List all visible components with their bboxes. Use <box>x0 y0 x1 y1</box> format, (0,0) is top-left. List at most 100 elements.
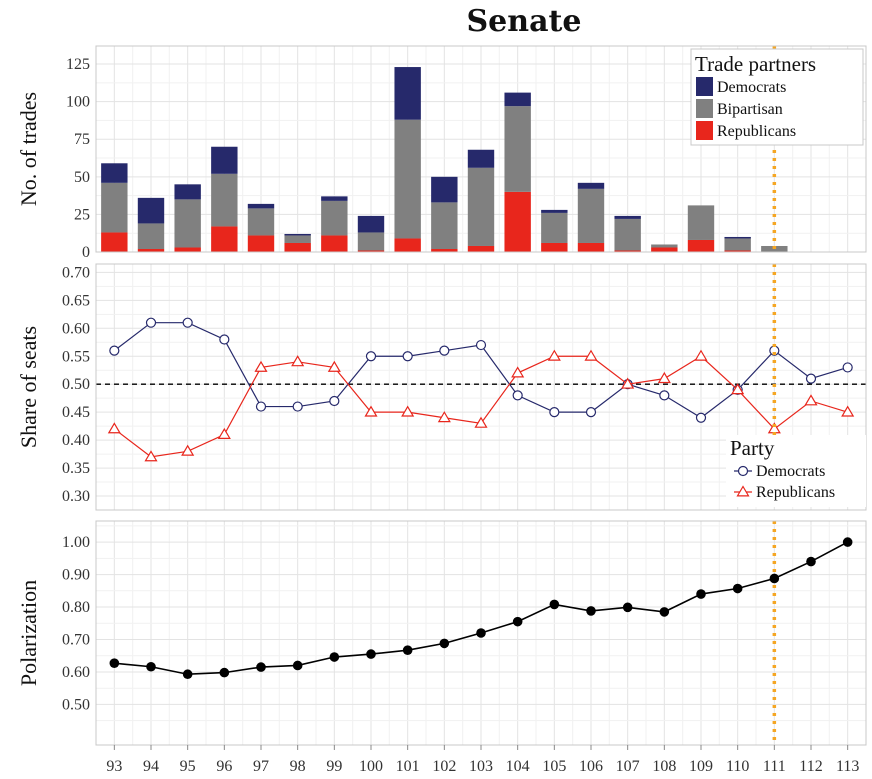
bar-democrats <box>211 146 238 174</box>
legend-label: Democrats <box>717 79 786 96</box>
point-republicans <box>511 366 525 378</box>
bar-bipartisan <box>321 200 348 236</box>
bar-republicans <box>687 239 715 252</box>
legend-box <box>690 48 864 146</box>
x-tick-label: 93 <box>106 758 122 775</box>
point-democrats <box>219 334 230 345</box>
x-tick-label: 102 <box>432 758 456 775</box>
y-tick-label: 0.70 <box>62 264 90 281</box>
polarization-point <box>182 669 193 680</box>
bar-bipartisan <box>357 232 385 251</box>
point-republicans <box>474 416 488 428</box>
bar-democrats <box>577 182 605 189</box>
x-tick-label: 110 <box>726 758 749 775</box>
x-tick-label: 101 <box>396 758 420 775</box>
polarization-point <box>586 606 596 616</box>
x-tick-label: 103 <box>469 758 493 775</box>
bar-republicans <box>431 248 458 252</box>
polarization-point <box>329 652 340 662</box>
bar-democrats <box>467 149 495 168</box>
chart-title: Senate <box>467 4 582 39</box>
legend-label: Bipartisan <box>717 101 783 118</box>
point-republicans <box>547 349 561 361</box>
point-republicans <box>107 422 121 434</box>
bar-republicans <box>211 226 238 252</box>
polarization-point <box>549 599 560 610</box>
bar-republicans <box>614 250 641 252</box>
bar-democrats <box>247 203 275 209</box>
trades-panel: 0 25 50 75 100 125 No. of trades Trade partners… <box>16 45 867 261</box>
seat-share-panel: 0.30 0.35 0.40 0.45 0.50 0.55 0.60 0.65 0.70 Shar… <box>16 263 867 511</box>
y-tick-label: 75 <box>74 131 90 148</box>
bar-democrats <box>321 196 348 201</box>
polarization-point <box>806 556 816 567</box>
point-democrats <box>365 351 377 362</box>
bar-bipartisan <box>431 202 458 249</box>
bar-republicans <box>541 242 568 252</box>
y-tick-label: 25 <box>74 206 90 223</box>
x-tick-label: 112 <box>799 758 822 775</box>
y-axis-title: Share of seats <box>16 326 41 448</box>
legend-marker <box>737 465 749 477</box>
point-democrats <box>402 351 413 362</box>
bar-bipartisan <box>211 173 238 227</box>
legend-swatch <box>696 77 713 96</box>
x-tick-label: 109 <box>689 758 713 775</box>
y-tick-label: 0.80 <box>62 599 90 616</box>
bar-bipartisan <box>101 182 128 233</box>
point-republicans <box>181 444 195 456</box>
point-republicans <box>437 411 451 423</box>
bar-democrats <box>101 163 128 183</box>
bar-bipartisan <box>724 238 751 251</box>
point-republicans <box>657 371 671 384</box>
y-tick-label: 0.60 <box>62 320 90 337</box>
polarization-point <box>769 573 780 584</box>
bar-bipartisan <box>651 244 678 248</box>
polarization-point <box>292 660 303 671</box>
point-democrats <box>439 345 450 356</box>
polarization-point <box>659 607 670 617</box>
bar-democrats <box>614 215 641 219</box>
x-tick-label: 111 <box>763 758 786 775</box>
x-tick-label: 95 <box>180 758 196 775</box>
bar-republicans <box>394 238 421 252</box>
point-republicans <box>217 427 231 439</box>
bar-republicans <box>651 247 678 252</box>
point-democrats <box>182 317 193 328</box>
bar-republicans <box>174 247 201 252</box>
point-democrats <box>475 339 487 351</box>
x-tick-label: 96 <box>216 758 232 775</box>
x-tick-label: 98 <box>290 758 306 775</box>
point-republicans <box>254 360 268 372</box>
polarization-point <box>696 589 706 599</box>
bar-bipartisan <box>577 188 605 243</box>
y-tick-label: 0.45 <box>62 404 90 421</box>
bar-republicans <box>247 235 275 252</box>
x-tick-label: 105 <box>542 758 566 775</box>
bar-republicans <box>284 242 311 252</box>
bar-republicans <box>504 191 531 252</box>
bar-democrats <box>541 209 568 213</box>
polarization-point <box>732 583 743 594</box>
x-tick-label: 100 <box>359 758 383 775</box>
bar-democrats <box>504 92 531 107</box>
x-tick-label: 94 <box>143 758 159 775</box>
bar-bipartisan <box>394 119 421 239</box>
y-tick-label: 100 <box>66 94 90 111</box>
polarization-panel: 0.50 0.60 0.70 0.80 0.90 1.00 Polarization <box>16 520 867 746</box>
point-democrats <box>255 401 267 412</box>
legend-swatch <box>696 121 713 140</box>
y-tick-label: 0.90 <box>62 567 90 584</box>
y-tick-label: 0.55 <box>62 348 90 365</box>
bar-democrats <box>357 215 385 233</box>
legend-label: Republicans <box>717 123 796 140</box>
point-democrats <box>842 362 853 373</box>
legend-title: Trade partners <box>695 52 816 76</box>
panel-border <box>95 45 867 253</box>
bar-bipartisan <box>284 235 311 243</box>
bar-bipartisan <box>137 223 165 249</box>
point-democrats <box>109 345 120 356</box>
point-republicans <box>401 405 415 417</box>
polarization-point <box>622 602 633 613</box>
